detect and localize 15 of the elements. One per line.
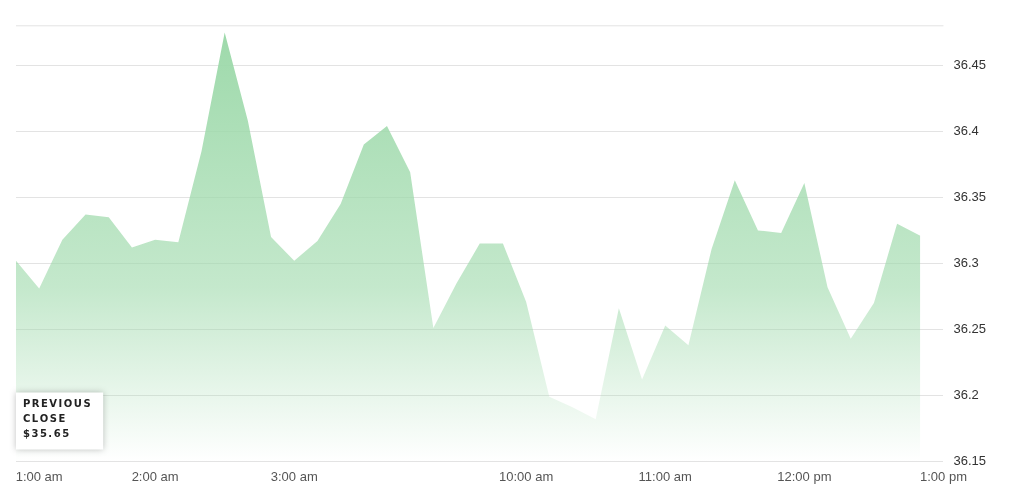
y-tick-label: 36.15 bbox=[953, 452, 987, 468]
x-tick-label: 11:00 am bbox=[638, 468, 692, 484]
x-tick-label: 3:00 am bbox=[270, 468, 318, 484]
x-tick-label: 2:00 am bbox=[131, 468, 179, 484]
text: PREVIOUS CLOSE $35.65 bbox=[23, 397, 91, 439]
x-tick-label: 1:00 am bbox=[15, 468, 63, 484]
x-tick-label: 12:00 pm bbox=[777, 468, 832, 484]
y-tick-label: 36.45 bbox=[953, 56, 987, 72]
y-tick-label: 36.2 bbox=[953, 386, 979, 402]
y-tick-label: 36.25 bbox=[953, 320, 987, 336]
y-tick-label: 36.3 bbox=[953, 254, 979, 270]
x-tick-label: 10:00 am bbox=[499, 468, 554, 484]
y-tick-label: 36.4 bbox=[953, 122, 979, 138]
y-tick-label: 36.35 bbox=[953, 188, 987, 204]
x-tick-label: 1:00 pm bbox=[919, 468, 967, 484]
